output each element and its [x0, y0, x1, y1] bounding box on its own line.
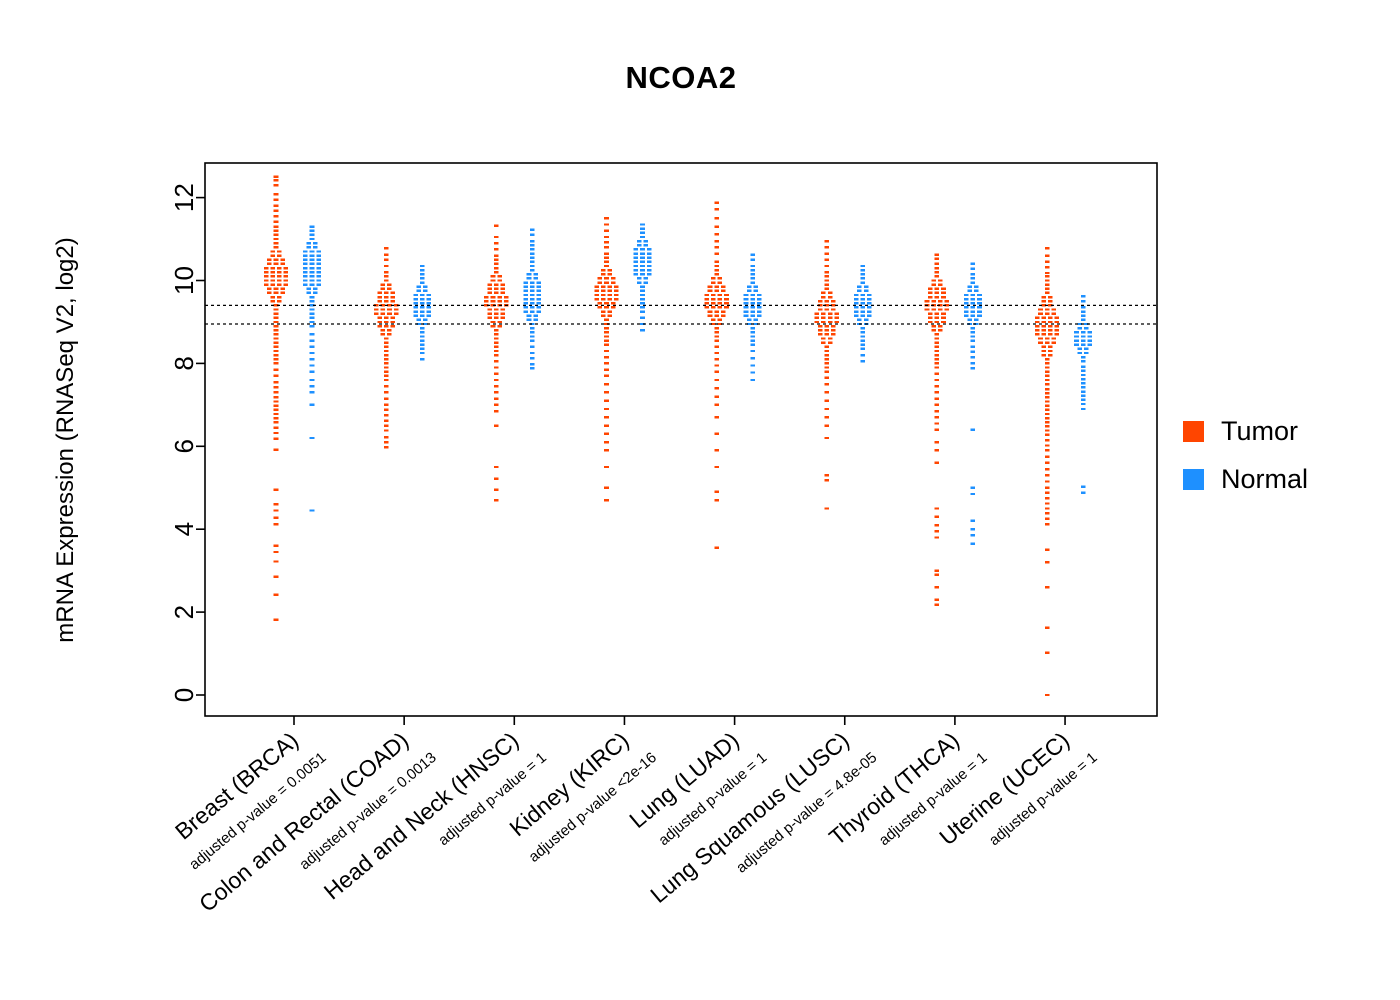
violin-normal-1 [413, 264, 432, 361]
tumor-legend-label: Tumor [1221, 416, 1299, 446]
y-axis-tick-label: 8 [169, 356, 199, 370]
x-category-label: Colon and Rectal (COAD) [194, 727, 413, 917]
tumor-swatch-icon [1183, 421, 1204, 442]
violin-normal-3 [633, 223, 652, 332]
y-axis-tick-label: 12 [169, 183, 199, 212]
legend-item-tumor: Tumor [1183, 416, 1308, 447]
legend-item-normal: Normal [1183, 464, 1308, 495]
violin-tumor-3 [594, 217, 619, 502]
chart-title: NCOA2 [625, 60, 737, 95]
violin-normal-2 [523, 228, 542, 370]
violin-normal-7 [1074, 295, 1092, 494]
violin-tumor-7 [1034, 247, 1060, 697]
plot-border [204, 162, 1158, 717]
violin-normal-4 [743, 253, 762, 382]
violin-tumor-5 [814, 239, 839, 510]
normal-legend-label: Normal [1221, 464, 1309, 494]
y-axis-tick-label: 2 [169, 605, 199, 619]
violin-tumor-2 [484, 224, 509, 502]
violin-tumor-0 [263, 175, 289, 621]
y-axis-tick-label: 4 [169, 522, 199, 536]
violin-normal-0 [303, 225, 321, 512]
y-axis-tick-label: 0 [169, 688, 199, 702]
violin-tumor-1 [373, 247, 399, 449]
legend: Tumor Normal [1183, 416, 1308, 512]
y-axis-tick-label: 10 [169, 266, 199, 295]
violin-tumor-6 [924, 253, 950, 606]
violin-normal-6 [964, 262, 982, 545]
y-axis-tick-label: 6 [169, 439, 199, 453]
normal-swatch-icon [1183, 469, 1204, 490]
violin-tumor-4 [704, 201, 729, 550]
violin-normal-5 [853, 264, 872, 363]
